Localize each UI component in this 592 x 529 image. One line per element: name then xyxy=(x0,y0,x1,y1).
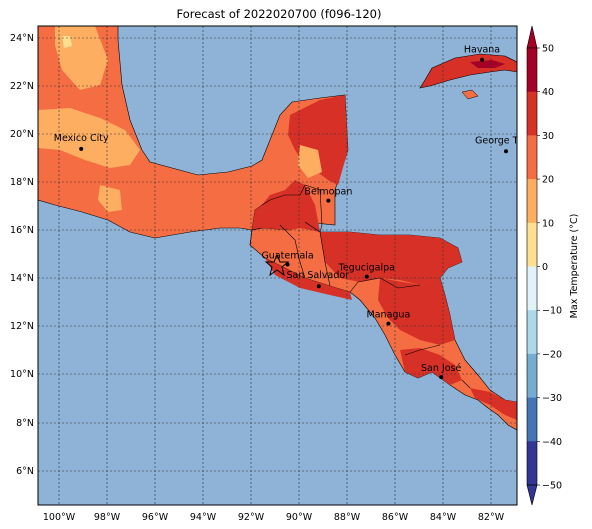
lat-tick-18: 18°N xyxy=(10,177,34,188)
colorbar-tick-label: −50 xyxy=(542,481,562,492)
lat-tick-20: 20°N xyxy=(10,129,34,140)
lat-tick-16: 16°N xyxy=(10,225,34,236)
map-area: Havana Mexico City George Tov Belmopan Guate… xyxy=(38,26,529,505)
lon-tick-86: 86°W xyxy=(382,512,409,523)
longitude-ticks: 100°W 98°W 96°W 94°W 92°W 90°W 88°W 86°W… xyxy=(43,512,505,523)
city-marker-havana xyxy=(480,57,484,62)
lon-tick-96: 96°W xyxy=(142,512,169,523)
lon-tick-98: 98°W xyxy=(94,512,121,523)
mild-zone-yucatan-coast xyxy=(298,145,322,178)
colorbar-tick-label: −10 xyxy=(542,306,562,317)
colorbar-label: Max Temperature (°C) xyxy=(569,214,580,319)
city-marker-tegucigalpa xyxy=(364,274,369,279)
city-label-tegucigalpa: Tegucigalpa xyxy=(338,263,395,274)
city-marker-san-josé xyxy=(439,375,444,380)
hot-zone-nicaragua xyxy=(378,278,455,345)
colorbar-tick-label: 40 xyxy=(542,87,554,98)
city-label-san-salvador: San Salvador xyxy=(287,270,350,281)
city-marker-belmopan xyxy=(326,198,331,203)
mild-zone-central-plateau xyxy=(38,108,140,168)
hot-zone-panama xyxy=(470,388,517,420)
pale-spot-north xyxy=(62,36,72,48)
colorbar-tick-label: −40 xyxy=(542,437,562,448)
colorbar-segment xyxy=(527,397,537,442)
colorbar-tick-label: 30 xyxy=(542,131,554,142)
lon-tick-90: 90°W xyxy=(286,512,313,523)
colorbar-tick-label: 0 xyxy=(542,262,548,273)
hot-zone-pacific-coast xyxy=(265,258,352,300)
lon-tick-84: 84°W xyxy=(430,512,457,523)
country-borders xyxy=(249,184,471,389)
hot-zone-guatemala xyxy=(252,180,320,232)
hot-zone-costa-rica xyxy=(400,348,462,385)
lat-tick-6: 6°N xyxy=(16,466,34,477)
city-label-george-tov: George Tov xyxy=(475,135,529,146)
colorbar-tick-label: 50 xyxy=(542,44,554,55)
lon-tick-94: 94°W xyxy=(190,512,217,523)
hot-zone-honduras xyxy=(320,232,462,285)
colorbar-segment xyxy=(527,91,537,136)
colorbar-segment xyxy=(527,48,537,93)
colorbar-segment xyxy=(527,441,537,486)
colorbar-tick-label: 20 xyxy=(542,175,554,186)
cuba-hot-core xyxy=(470,60,505,68)
lon-tick-100: 100°W xyxy=(43,512,76,523)
lon-tick-88: 88°W xyxy=(334,512,361,523)
city-markers: Havana Mexico City George Tov Belmopan Guate… xyxy=(54,45,529,380)
city-label-havana: Havana xyxy=(464,45,500,56)
hot-zone-yucatan xyxy=(288,95,348,185)
lon-tick-82: 82°W xyxy=(478,512,505,523)
lat-tick-12: 12°N xyxy=(10,321,34,332)
lat-tick-14: 14°N xyxy=(10,273,34,284)
colorbar-segment xyxy=(527,222,537,267)
lat-tick-24: 24°N xyxy=(10,33,34,44)
lat-tick-22: 22°N xyxy=(10,81,34,92)
colorbar-top-arrow xyxy=(526,25,538,49)
colorbar-segment xyxy=(527,135,537,180)
city-marker-guatemala xyxy=(285,262,290,267)
colorbar-tick-label: 10 xyxy=(542,218,554,229)
colorbar-segment xyxy=(527,266,537,311)
colorbar-segment xyxy=(527,310,537,355)
map-frame xyxy=(37,25,518,506)
guatemala-star-icon xyxy=(264,253,290,277)
colorbar-segment xyxy=(527,179,537,224)
city-label-managua: Managua xyxy=(367,310,411,321)
map-title: Forecast of 2022020700 (f096-120) xyxy=(177,7,382,21)
city-marker-managua xyxy=(386,321,391,326)
colorbar-bottom-arrow xyxy=(526,484,538,506)
city-label-belmopan: Belmopan xyxy=(304,187,352,198)
mild-zone-south xyxy=(98,185,122,212)
city-label-san-josé: San José xyxy=(421,363,461,374)
city-marker-mexico-city xyxy=(79,146,84,151)
city-marker-george-tov xyxy=(504,149,508,154)
lat-tick-8: 8°N xyxy=(16,418,34,429)
colorbar: 50 40 30 20 10 0 −10 −20 −30 −40 −50 xyxy=(526,25,562,506)
city-label-guatemala: Guatemala xyxy=(261,251,313,262)
city-marker-san-salvador xyxy=(316,284,321,289)
colorbar-tick-label: −20 xyxy=(542,349,562,360)
city-label-mexico-city: Mexico City xyxy=(54,133,109,144)
lon-tick-92: 92°W xyxy=(238,512,265,523)
lat-tick-10: 10°N xyxy=(10,369,34,380)
colorbar-segment xyxy=(527,353,537,399)
latitude-ticks: 6°N 8°N 10°N 12°N 14°N 16°N 18°N 20°N 22… xyxy=(10,33,34,477)
isla-juventud xyxy=(461,89,479,100)
colorbar-tick-label: −30 xyxy=(542,393,562,404)
